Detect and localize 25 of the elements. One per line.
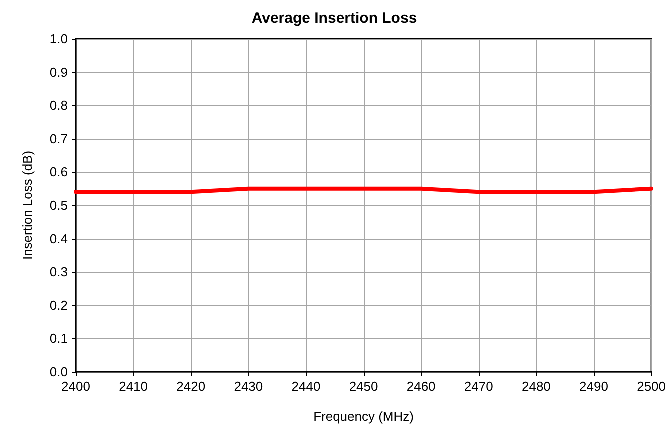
y-tick-label: 0.6 bbox=[50, 164, 68, 180]
x-tick-label: 2490 bbox=[580, 379, 608, 394]
y-tick-label: 0.2 bbox=[50, 298, 68, 313]
y-tick-label: 0.8 bbox=[50, 98, 68, 114]
y-tick-label: 0.3 bbox=[50, 264, 68, 280]
x-tick-label: 2420 bbox=[176, 379, 206, 394]
text: 1.0 bbox=[50, 32, 68, 46]
x-axis-title: Frequency (MHz) bbox=[314, 409, 414, 424]
y-tick-label: 0.9 bbox=[50, 64, 68, 80]
x-tick-label: 2460 bbox=[406, 379, 436, 394]
x-tick-label: 2470 bbox=[464, 379, 494, 394]
x-tick-label: 2410 bbox=[119, 379, 148, 394]
x-tick-label: 2430 bbox=[234, 379, 264, 394]
chart-title: Average Insertion Loss bbox=[252, 10, 418, 27]
x-tick-label: 2440 bbox=[292, 379, 321, 394]
x-tick-label: 2500 bbox=[637, 379, 666, 394]
y-tick-label: 0.7 bbox=[50, 131, 68, 146]
x-tick-label: 2450 bbox=[349, 379, 378, 394]
x-tick-label: 2400 bbox=[62, 379, 90, 394]
text: 0.0 bbox=[50, 364, 68, 380]
y-tick-label: 0.5 bbox=[50, 198, 68, 213]
y-tick-label: 0.4 bbox=[50, 231, 68, 246]
x-tick-label: 2480 bbox=[522, 379, 551, 394]
y-tick-label: 0.1 bbox=[50, 331, 68, 346]
y-axis-title: Insertion Loss (dB) bbox=[20, 150, 35, 260]
